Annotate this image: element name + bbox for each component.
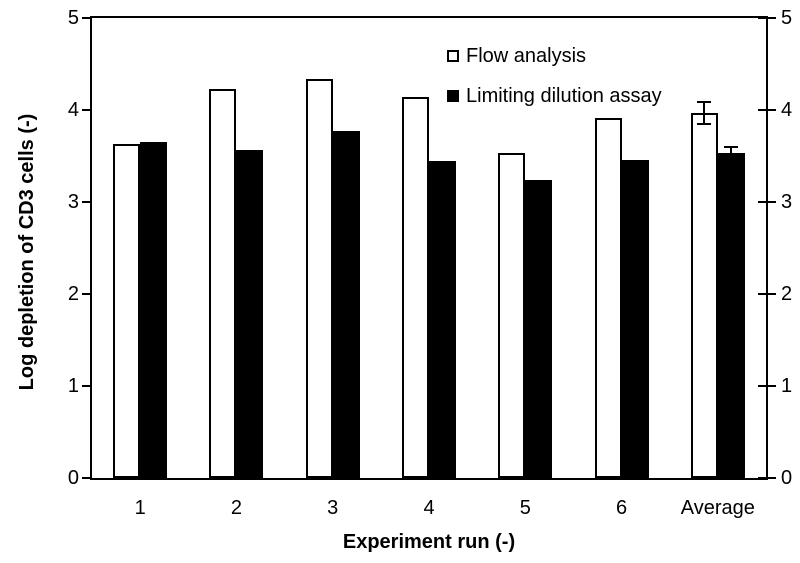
open-square-marker-icon xyxy=(447,50,459,62)
error-bar-line xyxy=(730,146,733,160)
y-axis-tick-label-left: 4 xyxy=(67,99,79,121)
bar-limiting-dilution-assay xyxy=(717,153,745,478)
x-axis-tick-label: 4 xyxy=(423,497,435,519)
error-bar-line xyxy=(703,101,706,124)
error-bar-cap-bottom xyxy=(697,122,712,125)
bar-limiting-dilution-assay xyxy=(332,131,360,478)
y-axis-tick-left xyxy=(82,293,90,295)
error-bar-cap-top xyxy=(697,100,712,103)
x-axis-title: Experiment run (-) xyxy=(342,531,516,553)
y-axis-tick-right xyxy=(758,201,776,203)
error-bar-cap-bottom xyxy=(724,158,739,161)
y-axis-tick-right xyxy=(758,385,776,387)
y-axis-tick-right xyxy=(758,477,776,479)
y-axis-tick-label-left: 1 xyxy=(67,375,79,397)
filled-square-marker-icon xyxy=(447,90,459,102)
y-axis-tick-label-right: 1 xyxy=(781,375,793,397)
bar-flow-analysis xyxy=(498,153,526,478)
bar-flow-analysis xyxy=(690,112,718,478)
x-axis-tick-label: Average xyxy=(680,497,755,519)
y-axis-tick-label-right: 5 xyxy=(781,7,793,29)
y-axis-tick-left xyxy=(82,109,90,111)
bar-limiting-dilution-assay xyxy=(236,149,264,478)
y-axis-tick-label-right: 0 xyxy=(781,467,793,489)
y-axis-title: Log depletion of CD3 cells (-) xyxy=(16,113,38,391)
bar-limiting-dilution-assay xyxy=(525,179,553,478)
y-axis-tick-label-left: 3 xyxy=(67,191,79,213)
y-axis-tick-label-right: 2 xyxy=(781,283,793,305)
bar-flow-analysis xyxy=(113,144,141,478)
bar-limiting-dilution-assay xyxy=(140,142,168,478)
y-axis-tick-right xyxy=(758,109,776,111)
y-axis-tick-left xyxy=(82,17,90,19)
x-axis-tick-label: 2 xyxy=(230,497,242,519)
x-axis-tick-label: 5 xyxy=(519,497,531,519)
bar-flow-analysis xyxy=(402,97,429,478)
y-axis-tick-left xyxy=(82,201,90,203)
y-axis-tick-label-left: 5 xyxy=(67,7,79,29)
bar-flow-analysis xyxy=(594,118,622,478)
x-axis-tick-label: 3 xyxy=(327,497,339,519)
error-bar-cap-top xyxy=(724,145,739,148)
legend-label-flow-analysis: Flow analysis xyxy=(466,45,587,67)
legend-item-limiting-dilution-assay: Limiting dilution assay xyxy=(447,84,662,108)
bar-limiting-dilution-assay xyxy=(429,160,456,478)
x-axis-tick-label: 1 xyxy=(134,497,146,519)
legend-item-flow-analysis: Flow analysis xyxy=(447,44,662,68)
y-axis-tick-label-left: 0 xyxy=(67,467,79,489)
x-axis-tick-label: 6 xyxy=(616,497,628,519)
y-axis-tick-left xyxy=(82,477,90,479)
y-axis-tick-label-right: 4 xyxy=(781,99,793,121)
legend-label-limiting-dilution-assay: Limiting dilution assay xyxy=(466,85,662,107)
y-axis-tick-right xyxy=(758,17,776,19)
y-axis-tick-label-right: 3 xyxy=(781,191,793,213)
y-axis-tick-left xyxy=(82,385,90,387)
bar-flow-analysis xyxy=(209,88,237,478)
plot-area: 0 0 1 1 2 2 3 3 4 4 5 5 1 2 3 4 5 6 Average xyxy=(68,7,792,518)
legend: Flow analysis Limiting dilution assay xyxy=(447,44,662,108)
y-axis-tick-right xyxy=(758,293,776,295)
y-axis-tick-label-left: 2 xyxy=(67,283,79,305)
bar-flow-analysis xyxy=(305,78,333,478)
bar-limiting-dilution-assay xyxy=(621,159,649,478)
